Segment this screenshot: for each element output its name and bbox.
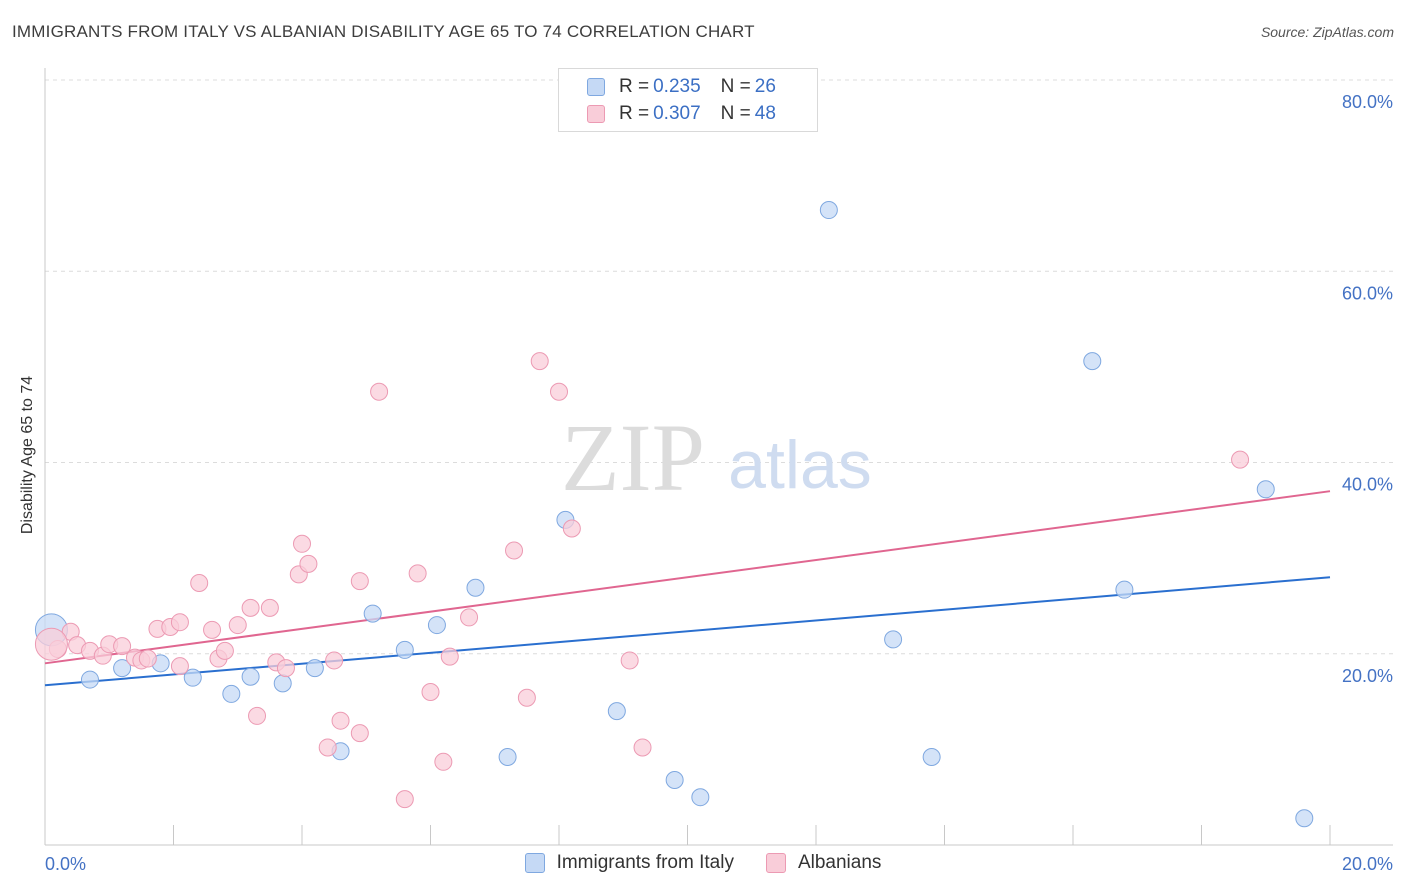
data-point (276, 659, 295, 678)
legend-row-albanians: R = 0.307 N = 48 (587, 102, 776, 126)
legend-n-label: N = (720, 76, 751, 97)
data-point (665, 770, 684, 789)
data-point (370, 382, 389, 401)
legend-n-value: 26 (754, 76, 776, 97)
data-point (113, 659, 132, 678)
watermark: ZIP atlas (561, 404, 872, 511)
data-point (183, 668, 202, 687)
legend-n-value: 48 (754, 103, 776, 124)
data-point (222, 684, 241, 703)
data-point (273, 674, 292, 693)
data-point (440, 647, 459, 666)
data-point (241, 598, 260, 617)
legend-item-italy[interactable]: Immigrants from Italy (524, 852, 734, 874)
source-label: Source: ZipAtlas.com (1260, 24, 1394, 40)
data-point (466, 578, 485, 597)
trend-lines (44, 490, 1331, 687)
data-point (1256, 480, 1275, 499)
data-point (530, 352, 549, 371)
legend-swatch-albanians (765, 853, 786, 873)
data-points (34, 201, 1314, 828)
legend-r-value: 0.307 (653, 103, 701, 124)
data-point (421, 683, 440, 701)
legend-swatch-italy (587, 78, 605, 96)
data-point (633, 738, 652, 757)
data-point (80, 670, 99, 689)
legend-r-value: 0.235 (653, 76, 701, 97)
data-point (350, 724, 369, 743)
data-point (248, 706, 267, 725)
data-point (691, 788, 710, 807)
data-point (1295, 809, 1314, 828)
legend-row-italy: R = 0.235 N = 26 (587, 75, 776, 99)
data-point (427, 616, 446, 635)
data-point (395, 640, 414, 659)
data-point (170, 613, 189, 632)
data-point (1115, 580, 1134, 599)
tick-labels: 20.0% 40.0% 60.0% 80.0% 0.0% 20.0% (45, 92, 1393, 874)
stats-legend: R = 0.235 N = 26 R = 0.307 N = 48 (558, 68, 818, 132)
legend-swatch-italy (524, 853, 545, 873)
data-point (498, 748, 517, 767)
data-point (607, 702, 626, 721)
data-point (408, 564, 427, 583)
data-point (922, 748, 941, 767)
data-point (562, 519, 581, 538)
data-point (34, 627, 68, 661)
data-point (395, 790, 414, 809)
data-point (260, 598, 279, 617)
series-legend: Immigrants from Italy Albanians (0, 852, 1406, 874)
data-point (620, 651, 639, 670)
data-point (363, 604, 382, 623)
y-tick-label: 40.0% (1342, 475, 1393, 495)
legend-label-italy: Immigrants from Italy (556, 852, 734, 873)
data-point (228, 616, 247, 635)
data-point (293, 534, 311, 553)
data-point (190, 573, 209, 592)
legend-r-label: R = (619, 103, 650, 124)
data-point (1083, 352, 1102, 371)
axes (44, 68, 1393, 846)
data-point (434, 752, 453, 771)
data-point (305, 659, 324, 678)
data-point (138, 649, 157, 668)
trend-line (44, 490, 1331, 665)
data-point (819, 201, 838, 220)
legend-item-albanians[interactable]: Albanians (765, 852, 882, 874)
y-tick-label: 20.0% (1342, 666, 1393, 686)
data-point (325, 651, 344, 670)
legend-label-albanians: Albanians (797, 852, 882, 873)
x-tick-label: 20.0% (1342, 854, 1393, 874)
grid-lines (45, 79, 1393, 655)
data-point (215, 641, 234, 660)
y-tick-label: 80.0% (1342, 92, 1393, 112)
data-point (203, 620, 222, 639)
data-point (1231, 450, 1250, 469)
data-point (170, 657, 189, 676)
y-axis-label: Disability Age 65 to 74 (19, 375, 36, 535)
data-point (299, 554, 318, 573)
data-point (460, 608, 479, 627)
data-point (505, 541, 524, 560)
legend-n-label: N = (720, 103, 751, 124)
trend-line (44, 576, 1331, 687)
data-point (350, 572, 369, 591)
data-point (517, 688, 536, 707)
watermark-atlas: atlas (728, 427, 872, 503)
data-point (113, 637, 132, 656)
legend-r-label: R = (619, 76, 650, 97)
y-tick-label: 60.0% (1342, 283, 1393, 303)
data-point (241, 667, 260, 686)
legend-swatch-albanians (587, 105, 605, 123)
data-point (331, 711, 350, 730)
chart-title: IMMIGRANTS FROM ITALY VS ALBANIAN DISABI… (12, 22, 755, 41)
data-point (318, 738, 337, 757)
data-point (884, 630, 903, 649)
data-point (550, 382, 568, 401)
x-tick-label: 0.0% (45, 854, 86, 874)
watermark-zip: ZIP (561, 404, 705, 511)
